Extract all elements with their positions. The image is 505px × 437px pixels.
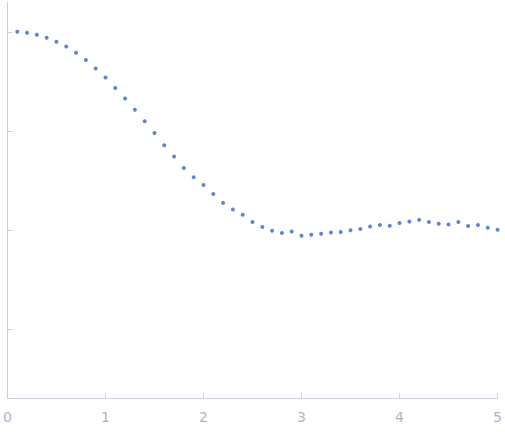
svg-text:5: 5	[493, 409, 502, 425]
svg-text:2: 2	[199, 409, 208, 425]
svg-text:1: 1	[101, 409, 110, 425]
svg-text:3: 3	[297, 409, 306, 425]
svg-text:4: 4	[395, 409, 404, 425]
svg-text:0: 0	[3, 409, 12, 425]
